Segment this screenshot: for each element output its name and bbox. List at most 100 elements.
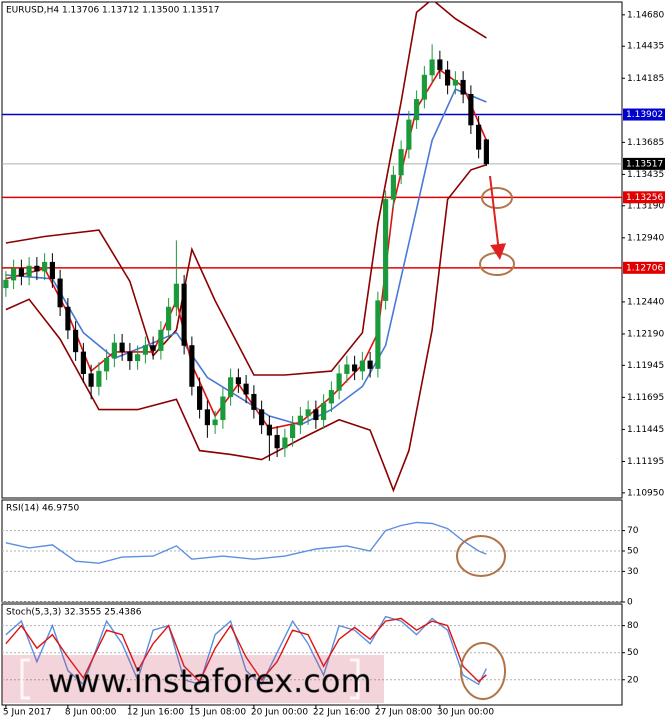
candle-body — [421, 74, 427, 100]
x-tick-label: 20 Jun 00:00 — [251, 708, 308, 718]
pane-plot — [2, 2, 622, 493]
candle-body — [80, 351, 86, 374]
candle-body — [367, 360, 373, 369]
candle-body — [150, 345, 156, 351]
series-line — [5, 617, 487, 683]
y-tick-label: 50 — [627, 648, 639, 658]
x-tick-label: 27 Jun 08:00 — [375, 708, 432, 718]
candle-body — [235, 377, 241, 385]
pane-title: Stoch(5,3,3) 32.3555 25.4386 — [6, 608, 142, 618]
candle-body — [166, 306, 172, 331]
candle-body — [142, 345, 148, 355]
y-tick-label: 0 — [627, 598, 633, 608]
candle-body — [483, 139, 489, 165]
y-tick-label: 30 — [627, 567, 639, 577]
candle-body — [57, 278, 63, 308]
y-tick-label: 70 — [627, 526, 639, 536]
y-tick-label: 20 — [627, 675, 639, 685]
candle-body — [414, 99, 420, 121]
pane-frame — [1, 1, 623, 499]
candle-body — [336, 373, 342, 391]
y-tick-label: 1.11195 — [627, 457, 664, 467]
candle-body — [274, 434, 280, 449]
candle-body — [204, 409, 210, 426]
candle-body — [328, 390, 334, 404]
annotations — [456, 175, 515, 700]
x-tick-label: 30 Jun 00:00 — [437, 708, 494, 718]
y-tick-label: 1.14435 — [627, 42, 664, 52]
candle-body — [189, 345, 195, 387]
candle-body — [3, 279, 9, 289]
price-label-bg — [623, 261, 665, 274]
price-label: 1.13902 — [626, 110, 663, 120]
series-line — [5, 164, 487, 493]
x-tick-label: 8 Jun 00:00 — [65, 708, 117, 718]
candle-body — [11, 268, 17, 281]
highlight-ellipse — [481, 187, 513, 209]
x-tick-label: 12 Jun 16:00 — [127, 708, 184, 718]
candle-body — [282, 437, 288, 449]
candle-body — [212, 419, 218, 426]
candle-body — [88, 373, 94, 387]
candle-body — [158, 329, 164, 351]
series-line — [5, 2, 487, 376]
x-tick-label: 15 Jun 08:00 — [189, 708, 246, 718]
candle-body — [18, 268, 24, 277]
y-tick-label: 80 — [627, 621, 639, 631]
y-tick-label: 1.12940 — [627, 233, 664, 243]
y-tick-label: 1.11445 — [627, 425, 664, 435]
watermark-band — [2, 655, 384, 703]
candle-body — [406, 119, 412, 150]
candle-body — [96, 370, 102, 387]
price-label: 1.13517 — [626, 159, 663, 169]
candle-body — [65, 306, 71, 331]
highlight-ellipse — [456, 535, 506, 577]
candle-body — [390, 174, 396, 200]
candle-body — [228, 377, 234, 397]
candle-body — [42, 261, 48, 272]
y-tick-label: 1.11695 — [627, 393, 664, 403]
price-label-bg — [623, 157, 665, 170]
candle-body — [251, 393, 257, 410]
candle-body — [352, 364, 358, 372]
price-label: 1.13256 — [626, 193, 663, 203]
candle-body — [375, 300, 381, 369]
y-tick-label: 1.12440 — [627, 297, 664, 307]
candle-body — [437, 59, 443, 71]
candle-body — [26, 265, 32, 277]
price-label-bg — [623, 108, 665, 121]
candle-body — [119, 342, 125, 353]
candle-body — [429, 59, 435, 76]
candle-body — [476, 124, 482, 150]
candle-body — [220, 396, 226, 421]
candle-body — [243, 383, 249, 395]
arrow — [489, 175, 507, 260]
candle-body — [445, 69, 451, 86]
candle-body — [460, 79, 466, 95]
candle-body — [468, 94, 474, 126]
pane-plot — [2, 615, 622, 686]
watermark: www.instaforex.com — [2, 655, 384, 703]
pane-plot — [2, 521, 622, 602]
candle-body — [359, 360, 365, 372]
candle-body — [398, 149, 404, 176]
y-tick-label: 50 — [627, 547, 639, 557]
pane-frame — [1, 603, 623, 706]
y-tick-label: 1.10950 — [627, 488, 664, 498]
candle-body — [73, 329, 79, 353]
candle-body — [111, 342, 117, 359]
watermark-text: www.instaforex.com — [48, 662, 372, 700]
highlight-ellipse — [460, 642, 506, 700]
y-tick-label: 1.14185 — [627, 74, 664, 84]
y-tick-label: 1.13190 — [627, 201, 664, 211]
x-tick-label: 5 Jun 2017 — [3, 708, 51, 718]
candle-body — [197, 386, 203, 410]
watermark-brackets — [20, 658, 360, 700]
series-line — [5, 521, 487, 564]
candle-body — [259, 409, 265, 426]
candle-body — [104, 358, 110, 372]
y-tick-label: 1.14680 — [627, 10, 664, 20]
candle-body — [313, 409, 319, 421]
